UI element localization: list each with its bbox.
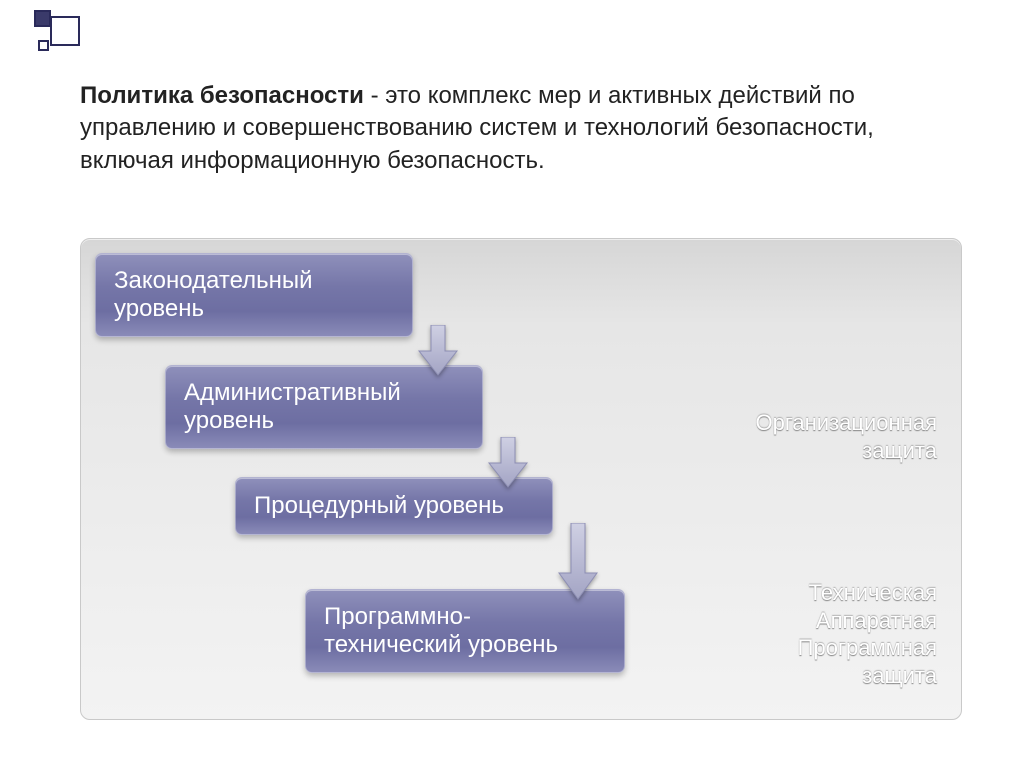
- definition-term: Политика безопасности: [80, 82, 364, 109]
- logo-square-large: [50, 16, 80, 46]
- arrow-3-icon: [553, 523, 603, 601]
- level-software-technical: Программно-технический уровень: [305, 589, 625, 673]
- logo-squares: [20, 10, 90, 58]
- logo-square-medium: [34, 10, 51, 27]
- definition-text: Политика безопасности - это комплекс мер…: [80, 80, 960, 177]
- side-label-organizational: Организационная защита: [756, 409, 937, 464]
- level-administrative: Административныйуровень: [165, 365, 483, 449]
- logo-square-small: [38, 40, 49, 51]
- arrow-1-icon: [413, 325, 463, 377]
- diagram-panel: Организационная защита Техническая Аппар…: [80, 238, 962, 720]
- side-label-technical: Техническая Аппаратная Программная защит…: [798, 579, 937, 689]
- level-legislative: Законодательныйуровень: [95, 253, 413, 337]
- slide: Политика безопасности - это комплекс мер…: [0, 0, 1024, 768]
- arrow-2-icon: [483, 437, 533, 489]
